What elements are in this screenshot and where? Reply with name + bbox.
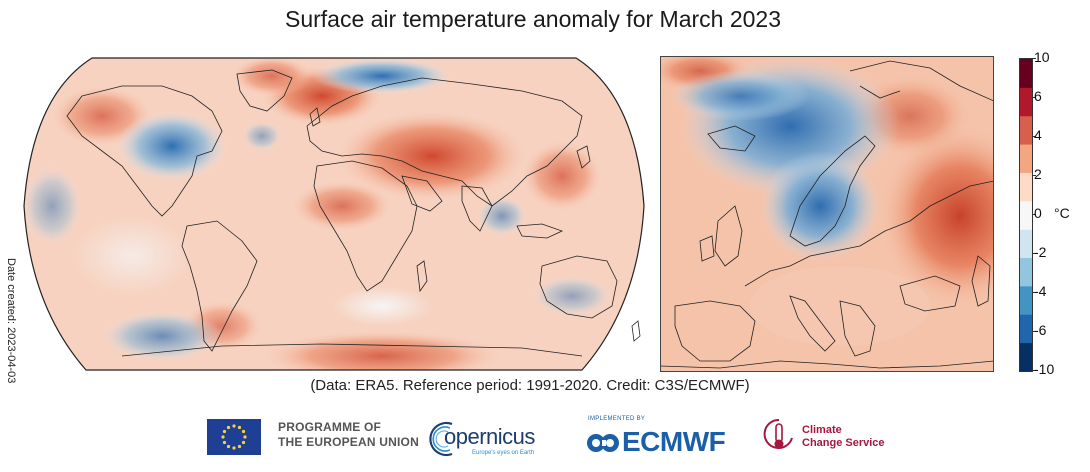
europe-anomaly-map: [660, 56, 994, 372]
colorbar-tick-label: -2: [1034, 244, 1047, 260]
c3s-text-line2: Change Service: [802, 437, 885, 449]
colorbar-band: [1020, 200, 1032, 230]
eu-programme-text: PROGRAMME OF THE EUROPEAN UNION: [278, 420, 419, 450]
copernicus-tagline: Europe's eyes on Earth: [472, 450, 535, 456]
eu-star: [232, 446, 236, 450]
colorbar-tick-label: 4: [1034, 127, 1042, 143]
eu-star: [241, 440, 246, 445]
colorbar-band: [1020, 229, 1032, 259]
colorbar-tick: [1032, 97, 1036, 98]
colorbar-tick: [1032, 253, 1036, 254]
colorbar-tick: [1032, 370, 1036, 371]
ecmwf-logo: IMPLEMENTED BY ECMWF: [586, 414, 746, 460]
eu-star: [237, 425, 242, 430]
colorbar-unit: °C: [1054, 205, 1070, 221]
eu-star: [237, 444, 242, 449]
world-anomaly-map: [23, 57, 645, 371]
colorbar-tick-label: -6: [1034, 322, 1047, 338]
logo-strip: PROGRAMME OF THE EUROPEAN UNION opernicu…: [0, 410, 1090, 470]
c3s-text: Climate Change Service: [802, 424, 885, 450]
ecmwf-symbol-icon: [587, 434, 619, 452]
colorbar-tick-label: 0: [1034, 205, 1042, 221]
colorbar-tick-label: 2: [1034, 166, 1042, 182]
colorbar-tick-label: 10: [1034, 49, 1050, 65]
eu-text-line1: PROGRAMME OF: [278, 420, 382, 434]
ecmwf-name: ECMWF: [622, 426, 726, 457]
eu-star: [221, 435, 225, 439]
colorbar-tick: [1032, 331, 1036, 332]
colorbar-band: [1020, 59, 1032, 88]
colorbar-tick: [1032, 175, 1036, 176]
eu-star: [241, 429, 246, 434]
colorbar-tick-label: 6: [1034, 88, 1042, 104]
copernicus-c-icon: [429, 421, 453, 457]
thermometer-icon: [763, 418, 793, 449]
colorbar-tick-label: -10: [1034, 361, 1055, 377]
map-title: Surface air temperature anomaly for Marc…: [284, 6, 782, 32]
colorbar-band: [1020, 172, 1032, 202]
copernicus-name: opernicus: [444, 424, 535, 449]
colorbar-band: [1020, 144, 1032, 173]
eu-text-line2: THE EUROPEAN UNION: [278, 435, 419, 449]
c3s-text-line1: Climate: [802, 424, 842, 436]
eu-star: [226, 425, 231, 430]
colorbar-band: [1020, 257, 1032, 287]
eu-star: [226, 444, 231, 449]
data-credit: (Data: ERA5. Reference period: 1991-2020…: [310, 377, 750, 394]
colorbar: [1019, 58, 1033, 372]
eu-flag-icon: [207, 419, 261, 455]
ecmwf-implemented-by: IMPLEMENTED BY: [588, 416, 646, 422]
eu-star: [243, 435, 247, 439]
copernicus-logo: opernicus Europe's eyes on Earth: [428, 416, 540, 460]
colorbar-band: [1020, 115, 1032, 145]
eu-star: [222, 429, 227, 434]
c3s-logo: Climate Change Service: [762, 416, 902, 462]
colorbar-band: [1020, 285, 1032, 315]
colorbar-band: [1020, 314, 1032, 344]
date-created-label: Date created: 2023-04-03: [5, 258, 17, 384]
eu-star: [232, 424, 236, 428]
colorbar-band: [1020, 87, 1032, 117]
colorbar-tick: [1032, 214, 1036, 215]
colorbar-tick-label: -4: [1034, 283, 1047, 299]
eu-star: [222, 440, 227, 445]
colorbar-tick: [1032, 292, 1036, 293]
colorbar-tick: [1032, 136, 1036, 137]
colorbar-band: [1020, 342, 1032, 371]
colorbar-tick: [1032, 58, 1036, 59]
